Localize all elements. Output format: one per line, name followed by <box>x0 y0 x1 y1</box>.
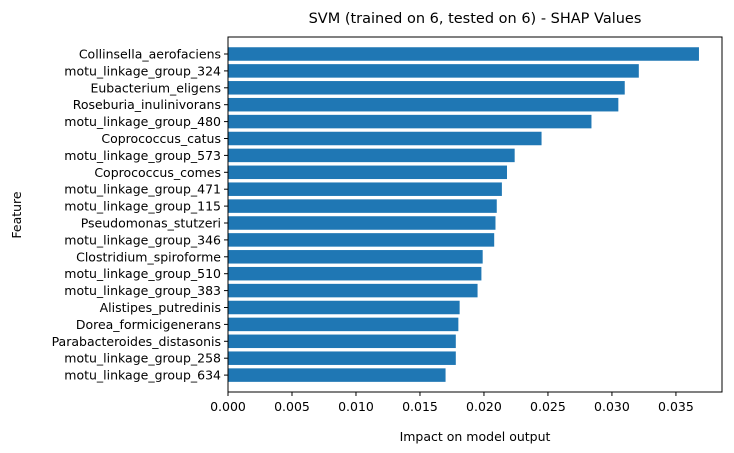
bars-group <box>228 47 699 382</box>
y-tick-label: Roseburia_inulinivorans <box>73 97 221 112</box>
y-tick-label: motu_linkage_group_115 <box>64 199 221 214</box>
x-tick-label: 0.010 <box>338 399 374 414</box>
bar <box>228 351 456 365</box>
bar <box>228 266 482 281</box>
x-tick-label: 0.035 <box>658 399 694 414</box>
y-tick-label: motu_linkage_group_346 <box>64 232 221 247</box>
bar <box>228 368 446 382</box>
y-tick-label: Coprococcus_comes <box>94 165 221 180</box>
y-tick-label: Clostridium_spiroforme <box>76 249 221 264</box>
bar <box>228 300 460 315</box>
x-tick-label: 0.000 <box>210 399 246 414</box>
y-tick-label: motu_linkage_group_480 <box>64 114 221 129</box>
y-tick-label: Coprococcus_catus <box>101 131 221 146</box>
y-tick-label: motu_linkage_group_324 <box>64 63 221 78</box>
bar <box>228 216 496 230</box>
chart-title: SVM (trained on 6, tested on 6) - SHAP V… <box>309 11 642 27</box>
y-tick-label: Eubacterium_eligens <box>90 80 221 95</box>
y-tick-label: Collinsella_aerofaciens <box>79 47 221 62</box>
y-tick-labels: Collinsella_aerofaciensmotu_linkage_grou… <box>52 47 228 383</box>
bar <box>228 182 502 196</box>
bar <box>228 233 495 247</box>
y-tick-label: motu_linkage_group_634 <box>64 368 221 383</box>
bar <box>228 64 639 78</box>
bar <box>228 148 515 163</box>
x-tick-label: 0.020 <box>466 399 502 414</box>
bar <box>228 199 497 213</box>
bar <box>228 165 507 180</box>
x-tick-label: 0.025 <box>530 399 566 414</box>
y-tick-label: motu_linkage_group_573 <box>64 148 221 163</box>
x-tick-label: 0.015 <box>402 399 438 414</box>
x-tick-label: 0.030 <box>594 399 630 414</box>
bar <box>228 81 625 95</box>
y-tick-label: Pseudomonas_stutzeri <box>81 216 221 231</box>
y-axis-label: Feature <box>9 191 24 239</box>
x-axis-label: Impact on model output <box>400 429 551 444</box>
y-tick-label: Dorea_formicigenerans <box>76 317 221 332</box>
bar <box>228 317 459 332</box>
bar <box>228 250 483 264</box>
y-tick-label: motu_linkage_group_258 <box>64 351 221 366</box>
x-tick-label: 0.005 <box>274 399 310 414</box>
y-tick-label: Parabacteroides_distasonis <box>52 334 221 349</box>
bar <box>228 131 542 146</box>
bar <box>228 283 478 298</box>
y-tick-label: motu_linkage_group_471 <box>64 182 221 197</box>
bar <box>228 47 699 61</box>
y-tick-label: motu_linkage_group_510 <box>64 266 221 281</box>
x-tick-labels: 0.000 0.005 0.010 0.015 0.020 0.025 0.030 0.035 <box>210 392 694 414</box>
y-tick-label: Alistipes_putredinis <box>100 300 221 315</box>
y-tick-label: motu_linkage_group_383 <box>64 283 221 298</box>
bar <box>228 114 592 129</box>
bar <box>228 334 456 349</box>
bar <box>228 97 619 112</box>
plot-frame <box>227 36 723 393</box>
